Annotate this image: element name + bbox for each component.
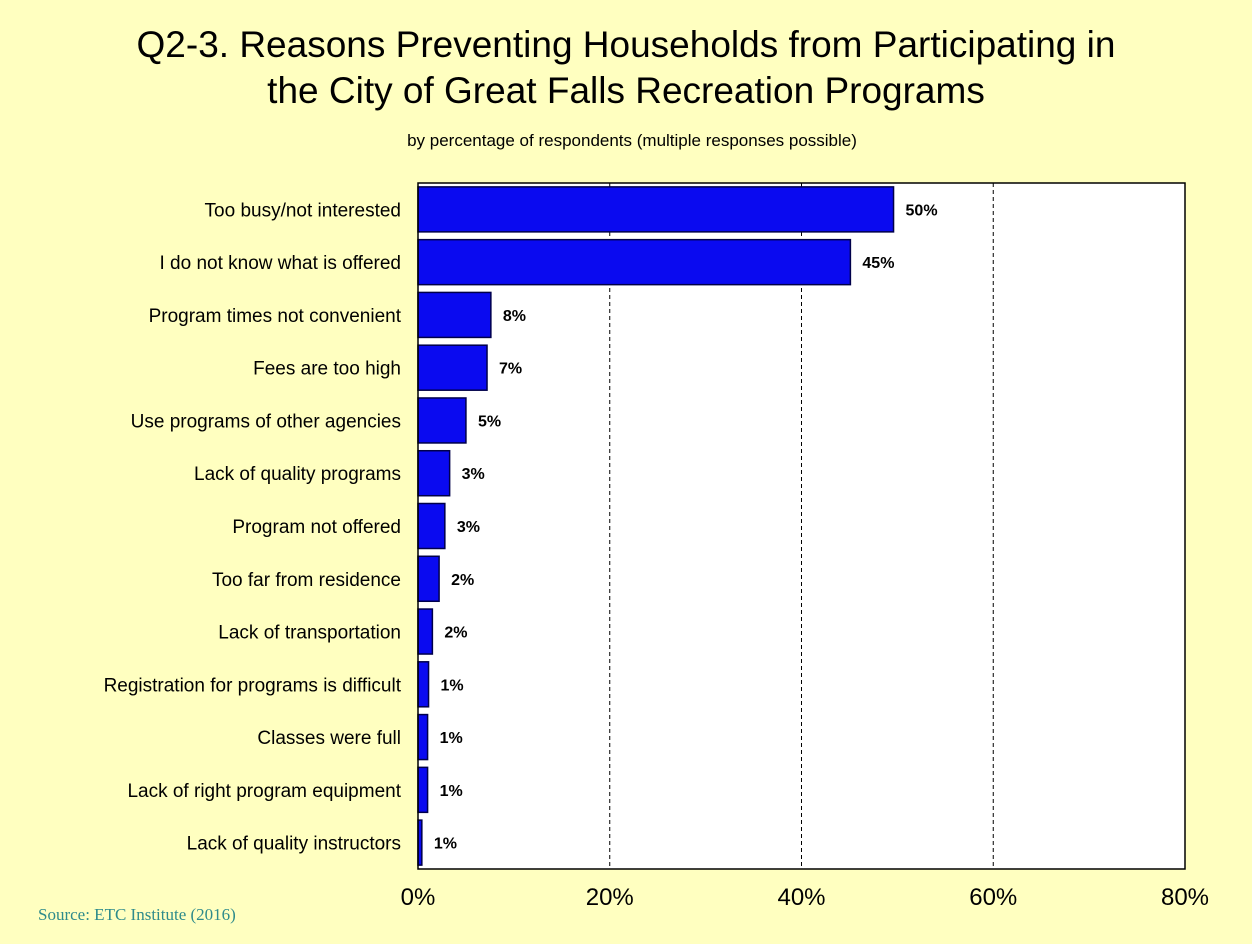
bar [417, 661, 430, 708]
bar [417, 502, 446, 550]
bar [417, 238, 852, 286]
bar [417, 186, 895, 233]
category-label: Classes were full [257, 728, 401, 749]
data-label: 1% [434, 836, 457, 853]
data-label: 2% [451, 572, 474, 589]
category-label: Too busy/not interested [205, 200, 401, 221]
data-label: 5% [478, 413, 501, 430]
x-tick-label: 60% [969, 884, 1017, 911]
x-tick-label: 0% [401, 884, 436, 911]
data-label: 7% [499, 361, 522, 378]
data-label: 45% [862, 255, 894, 272]
data-label: 3% [462, 466, 485, 483]
chart-title: Q2-3. Reasons Preventing Households from… [0, 22, 1252, 114]
chart-title-line-1: Q2-3. Reasons Preventing Households from… [136, 24, 1116, 65]
category-label: Registration for programs is difficult [104, 675, 402, 696]
bar [417, 344, 488, 391]
chart-subtitle: by percentage of respondents (multiple r… [407, 131, 857, 150]
bar [417, 449, 451, 497]
data-label: 1% [440, 783, 463, 800]
bar [417, 555, 440, 603]
bar [417, 397, 467, 444]
data-label: 8% [503, 308, 526, 325]
plot-frame [417, 182, 1186, 870]
data-label: 3% [457, 519, 480, 536]
category-label: Program not offered [232, 517, 401, 538]
category-label: Program times not convenient [149, 306, 402, 327]
category-label: Lack of quality instructors [187, 834, 401, 855]
x-tick-label: 80% [1161, 884, 1209, 911]
data-label: 1% [441, 677, 464, 694]
category-label: Lack of transportation [218, 623, 401, 644]
bar [417, 608, 434, 655]
category-label: Use programs of other agencies [131, 411, 401, 432]
x-tick-label: 20% [586, 884, 634, 911]
data-label: 1% [440, 730, 463, 747]
bar [417, 713, 429, 761]
chart-title-line-2: the City of Great Falls Recreation Progr… [267, 70, 985, 111]
category-label: Lack of right program equipment [127, 781, 401, 802]
category-label: Too far from residence [212, 570, 401, 591]
bar [417, 291, 492, 339]
category-label: Fees are too high [253, 359, 401, 380]
data-label: 50% [906, 202, 938, 219]
category-label: I do not know what is offered [159, 253, 401, 274]
category-label: Lack of quality programs [194, 464, 401, 485]
bar [417, 766, 429, 814]
x-tick-label: 40% [777, 884, 825, 911]
source-note: Source: ETC Institute (2016) [38, 905, 236, 924]
data-label: 2% [444, 625, 467, 642]
